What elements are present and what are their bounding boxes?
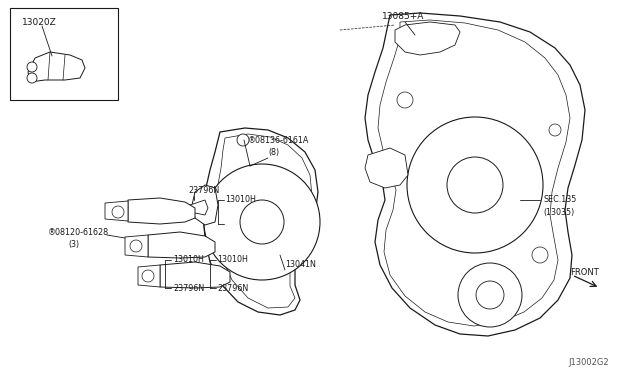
Text: ®08120-61628: ®08120-61628	[48, 228, 109, 237]
Circle shape	[447, 157, 503, 213]
Text: 13085+A: 13085+A	[382, 12, 424, 21]
Circle shape	[130, 240, 142, 252]
Polygon shape	[395, 22, 460, 55]
Ellipse shape	[227, 271, 235, 283]
Circle shape	[549, 124, 561, 136]
Text: ®08136-6161A: ®08136-6161A	[248, 136, 309, 145]
Circle shape	[27, 73, 37, 83]
Polygon shape	[10, 8, 118, 100]
Text: 13010H: 13010H	[217, 255, 248, 264]
Circle shape	[204, 164, 320, 280]
Polygon shape	[160, 262, 230, 288]
Text: SEC.135: SEC.135	[543, 195, 577, 204]
Text: 13041N: 13041N	[285, 260, 316, 269]
Ellipse shape	[212, 241, 220, 253]
Polygon shape	[148, 232, 215, 258]
Text: 23796N: 23796N	[217, 284, 248, 293]
Text: 23796N: 23796N	[173, 284, 204, 293]
Circle shape	[237, 134, 249, 146]
Polygon shape	[192, 185, 218, 225]
Text: 13020Z: 13020Z	[22, 18, 57, 27]
Polygon shape	[125, 235, 148, 257]
Circle shape	[397, 92, 413, 108]
Text: (8): (8)	[268, 148, 279, 157]
Polygon shape	[128, 198, 195, 224]
Polygon shape	[28, 52, 85, 82]
Circle shape	[112, 206, 124, 218]
Circle shape	[532, 247, 548, 263]
Text: FRONT: FRONT	[570, 268, 599, 277]
Circle shape	[476, 281, 504, 309]
Polygon shape	[138, 265, 160, 287]
Text: (13035): (13035)	[543, 208, 574, 217]
Text: (3): (3)	[68, 240, 79, 249]
Polygon shape	[365, 148, 408, 188]
Circle shape	[27, 62, 37, 72]
Polygon shape	[190, 200, 208, 215]
Text: J13002G2: J13002G2	[568, 358, 609, 367]
Text: 13010H: 13010H	[173, 255, 204, 264]
Polygon shape	[105, 201, 128, 221]
Text: 23796N: 23796N	[188, 186, 220, 195]
Circle shape	[407, 117, 543, 253]
Polygon shape	[203, 128, 318, 315]
Circle shape	[458, 263, 522, 327]
Ellipse shape	[192, 206, 200, 218]
Circle shape	[240, 200, 284, 244]
Text: 13010H: 13010H	[225, 195, 256, 204]
Circle shape	[142, 270, 154, 282]
Polygon shape	[365, 13, 585, 336]
